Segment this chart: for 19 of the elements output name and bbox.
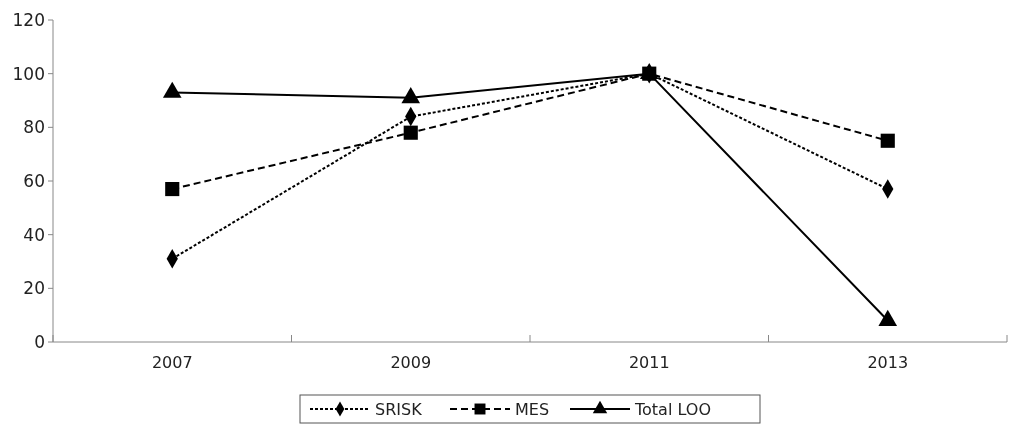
y-tick-label: 60 <box>23 170 45 191</box>
y-tick-label: 40 <box>23 224 45 245</box>
y-tick-label: 100 <box>12 63 45 84</box>
point <box>165 181 180 197</box>
x-tick-label: 2009 <box>390 353 432 372</box>
x-tick-label: 2011 <box>628 353 670 372</box>
legend-label: Total LOO <box>634 399 711 419</box>
point <box>403 125 418 140</box>
x-tick-label: 2013 <box>867 353 909 372</box>
legend-label: MES <box>515 399 550 419</box>
point <box>880 133 895 148</box>
legend-label: SRISK <box>375 399 423 419</box>
x-tick-label: 2007 <box>151 353 193 372</box>
y-tick-label: 20 <box>23 278 45 299</box>
y-tick-label: 0 <box>34 331 45 352</box>
y-tick-label: 80 <box>23 117 45 138</box>
y-tick-label: 120 <box>12 9 45 30</box>
point <box>401 87 421 104</box>
point <box>162 81 182 98</box>
